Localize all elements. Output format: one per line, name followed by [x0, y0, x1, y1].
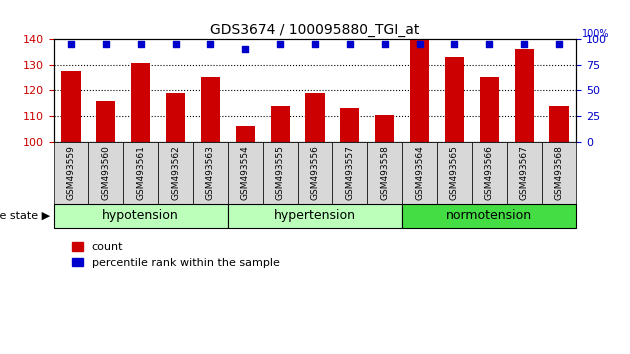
Point — [345, 41, 355, 47]
Bar — [166, 93, 185, 142]
Bar — [515, 49, 534, 142]
Text: GSM493565: GSM493565 — [450, 145, 459, 200]
Text: GSM493561: GSM493561 — [136, 145, 145, 200]
Text: GSM493562: GSM493562 — [171, 145, 180, 200]
Bar — [445, 57, 464, 142]
Point — [380, 41, 390, 47]
Text: 100%: 100% — [582, 29, 609, 39]
Text: GSM493560: GSM493560 — [101, 145, 110, 200]
Text: GSM493566: GSM493566 — [485, 145, 494, 200]
Point — [310, 41, 320, 47]
Point — [205, 41, 215, 47]
Text: GSM493554: GSM493554 — [241, 145, 249, 200]
Bar — [201, 78, 220, 142]
Bar — [375, 115, 394, 142]
Bar — [306, 93, 324, 142]
Text: GSM493556: GSM493556 — [311, 145, 319, 200]
Point — [66, 41, 76, 47]
Point — [449, 41, 459, 47]
Text: GSM493559: GSM493559 — [67, 145, 76, 200]
Text: GSM493555: GSM493555 — [276, 145, 285, 200]
Text: normotension: normotension — [446, 209, 532, 222]
Text: disease state ▶: disease state ▶ — [0, 211, 50, 221]
Point — [135, 41, 146, 47]
Point — [554, 41, 564, 47]
Bar — [410, 39, 429, 142]
Bar — [96, 101, 115, 142]
Point — [275, 41, 285, 47]
Text: hypertension: hypertension — [274, 209, 356, 222]
Text: GSM493563: GSM493563 — [206, 145, 215, 200]
Bar — [236, 126, 255, 142]
Legend: count, percentile rank within the sample: count, percentile rank within the sample — [72, 242, 280, 268]
Bar — [131, 63, 151, 142]
Bar — [479, 78, 499, 142]
Text: GSM493557: GSM493557 — [345, 145, 354, 200]
Point — [240, 46, 250, 52]
Bar — [270, 105, 290, 142]
Point — [484, 41, 495, 47]
Text: GSM493567: GSM493567 — [520, 145, 529, 200]
Text: hypotension: hypotension — [102, 209, 179, 222]
Point — [101, 41, 111, 47]
Point — [171, 41, 181, 47]
Text: GSM493568: GSM493568 — [554, 145, 563, 200]
Point — [415, 41, 425, 47]
Bar — [340, 108, 360, 142]
Bar — [61, 71, 81, 142]
Point — [519, 41, 529, 47]
Title: GDS3674 / 100095880_TGI_at: GDS3674 / 100095880_TGI_at — [210, 23, 420, 36]
Bar — [549, 105, 569, 142]
Text: GSM493558: GSM493558 — [381, 145, 389, 200]
Text: GSM493564: GSM493564 — [415, 145, 424, 200]
